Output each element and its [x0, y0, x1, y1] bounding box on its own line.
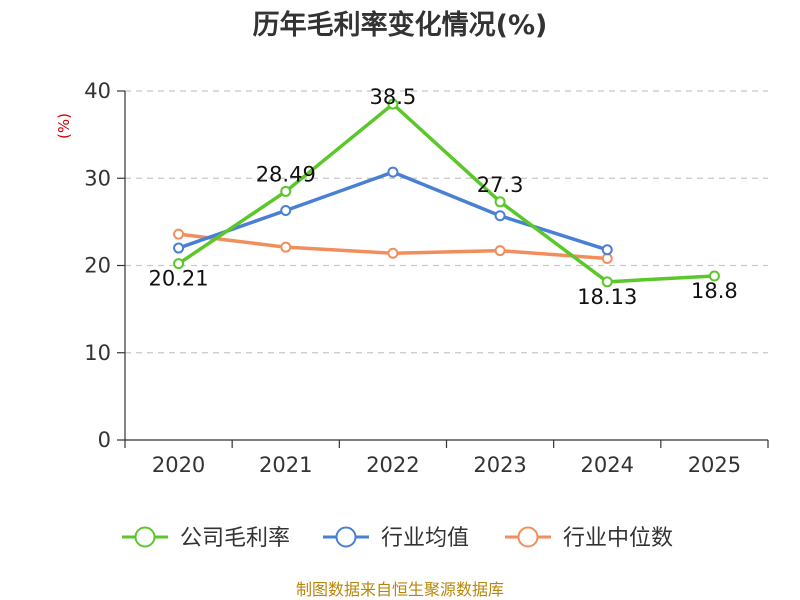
legend-item-1[interactable]: 行业均值 — [323, 526, 469, 551]
series-2-point-2023 — [494, 245, 506, 257]
data-labels: 20.21 28.49 38.5 27.3 18.13 18.8 — [149, 85, 738, 309]
legend-marker-2 — [517, 526, 539, 548]
legend-marker-1 — [335, 526, 357, 548]
series-0-point-2024 — [601, 276, 613, 288]
legend: 公司毛利率 行业均值 行业中位数 — [122, 526, 673, 551]
legend-label-2: 行业中位数 — [563, 526, 673, 551]
series-1-point-2020 — [173, 242, 185, 254]
series-line-0 — [177, 102, 715, 284]
legend-marker-0 — [134, 526, 156, 548]
series-0-point-2022 — [387, 98, 399, 110]
series-2-point-2024 — [601, 253, 613, 265]
x-tick-label-2020: 2020 — [152, 453, 205, 477]
series-2-point-2021 — [280, 241, 292, 253]
series-0-point-2021 — [280, 185, 292, 197]
series-2-point-2020 — [173, 228, 185, 240]
data-label-2023: 27.3 — [477, 173, 524, 197]
source-note: 制图数据来自恒生聚源数据库 — [296, 580, 504, 599]
chart-title: 历年毛利率变化情况(%) — [253, 9, 548, 41]
legend-label-0: 公司毛利率 — [180, 526, 290, 551]
legend-item-0[interactable]: 公司毛利率 — [122, 526, 290, 551]
x-tick-label-2025: 2025 — [688, 453, 741, 477]
y-tick-label: 40 — [84, 79, 111, 103]
y-tick-label: 20 — [84, 254, 111, 278]
x-tick-label-2021: 2021 — [259, 453, 312, 477]
data-label-2020: 20.21 — [149, 267, 209, 291]
legend-item-2[interactable]: 行业中位数 — [505, 526, 673, 551]
grid-lines — [125, 90, 768, 354]
series-0 — [173, 98, 720, 288]
y-tick-label: 30 — [84, 166, 111, 190]
series-0-point-2023 — [494, 196, 506, 208]
axes: 0 10 20 30 40 2020 2021 2022 2023 2024 2025 — [84, 79, 769, 477]
series-1-point-2021 — [280, 205, 292, 217]
data-label-2021: 28.49 — [256, 162, 316, 186]
y-axis-unit-label: (%) — [55, 113, 73, 139]
x-tick-label-2023: 2023 — [473, 453, 526, 477]
series-0-point-2025 — [708, 270, 720, 282]
series-2 — [173, 228, 613, 265]
series-line-1 — [178, 170, 608, 252]
data-label-2022: 38.5 — [370, 85, 417, 109]
series-1-point-2024 — [601, 244, 613, 256]
series-lines — [173, 98, 720, 288]
data-label-2025: 18.8 — [691, 279, 738, 303]
data-label-2024: 18.13 — [577, 285, 637, 309]
series-1-point-2022 — [387, 166, 399, 178]
series-2-point-2022 — [387, 247, 399, 259]
y-tick-label: 10 — [84, 341, 111, 365]
series-1-point-2023 — [494, 210, 506, 222]
y-tick-label: 0 — [98, 428, 111, 452]
legend-label-1: 行业均值 — [381, 526, 469, 551]
series-0-point-2020 — [173, 258, 185, 270]
x-tick-label-2024: 2024 — [581, 453, 634, 477]
x-tick-label-2022: 2022 — [366, 453, 419, 477]
